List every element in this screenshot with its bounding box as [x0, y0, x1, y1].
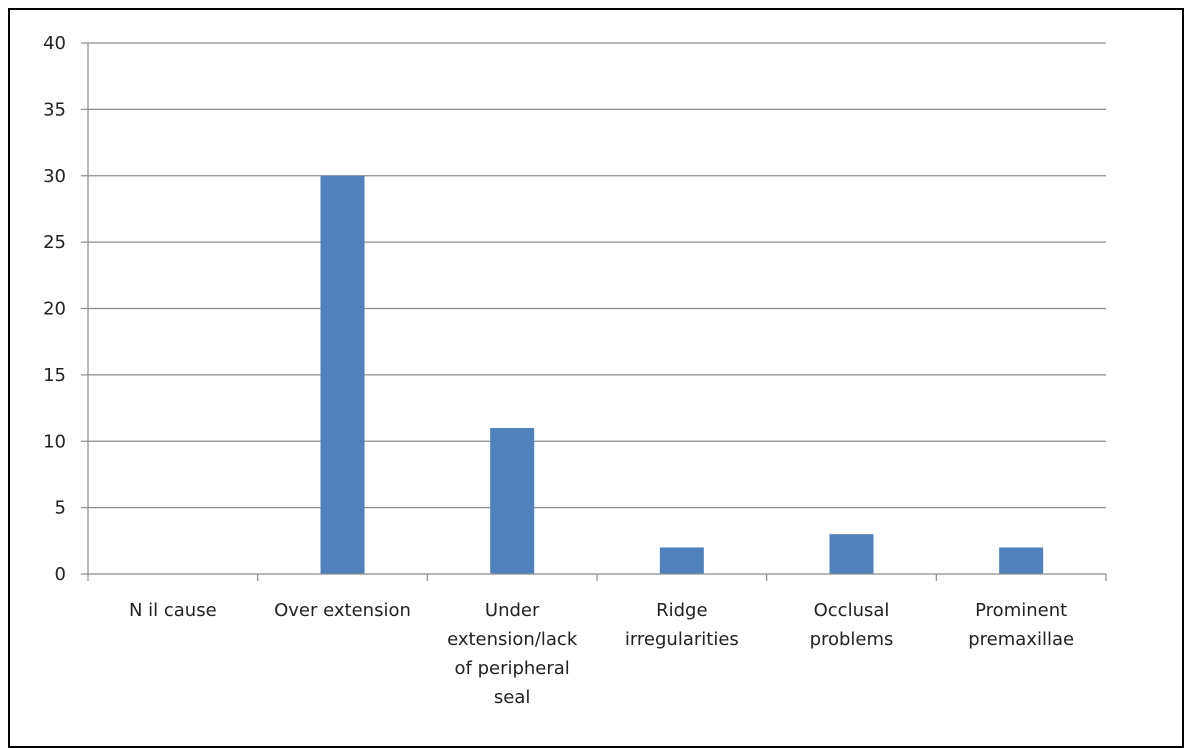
x-category-label: Prominent premaxillae: [968, 600, 1074, 650]
bar-ridge-irregularities: [659, 547, 704, 574]
x-category-label: Over extension: [274, 600, 411, 621]
x-category-label: Ridge irregularities: [625, 600, 739, 650]
x-category-label-line: Over extension: [274, 600, 411, 621]
y-tick-labels: 0 5 10 15 20 25 30 35 40: [43, 33, 66, 585]
x-category-labels: N il cause Over extension Under extension/l…: [129, 600, 1074, 708]
gridlines: [88, 42, 1106, 509]
x-category-label-line: Under: [485, 600, 540, 621]
y-tick-label: 30: [43, 166, 66, 187]
x-category-label-line: irregularities: [625, 629, 739, 650]
y-tick-label: 0: [55, 564, 66, 585]
x-category-label-line: Occlusal: [814, 600, 890, 621]
x-category-label-line: seal: [494, 687, 530, 708]
x-category-label: Occlusal problems: [810, 600, 894, 650]
bar-occlusal-problems: [829, 534, 874, 574]
y-tick-label: 10: [43, 431, 66, 452]
x-category-label-line: extension/lack: [447, 629, 578, 650]
y-tick-label: 40: [43, 33, 66, 54]
x-category-label-line: problems: [810, 629, 894, 650]
x-category-label-line: Ridge: [656, 600, 707, 621]
x-category-label-line: Prominent: [975, 600, 1067, 621]
bar-over-extension: [320, 175, 365, 574]
y-tick-label: 5: [55, 498, 66, 519]
x-category-label: Under extension/lack of peripheral seal: [447, 600, 578, 708]
y-tick-label: 25: [43, 232, 66, 253]
bar-under-extension-lack-of-peripheral-seal: [490, 427, 535, 574]
x-category-label-line: N il cause: [129, 600, 217, 621]
y-tick-label: 15: [43, 365, 66, 386]
bar-prominent-premaxillae: [999, 547, 1044, 574]
y-tick-label: 35: [43, 99, 66, 120]
x-category-label-line: of peripheral: [455, 658, 570, 679]
chart-frame: [8, 8, 1184, 748]
x-category-label-line: premaxillae: [968, 629, 1074, 650]
bars: [320, 175, 1044, 574]
x-category-label: N il cause: [129, 600, 217, 621]
axes: [81, 42, 1107, 581]
y-tick-label: 20: [43, 299, 66, 320]
